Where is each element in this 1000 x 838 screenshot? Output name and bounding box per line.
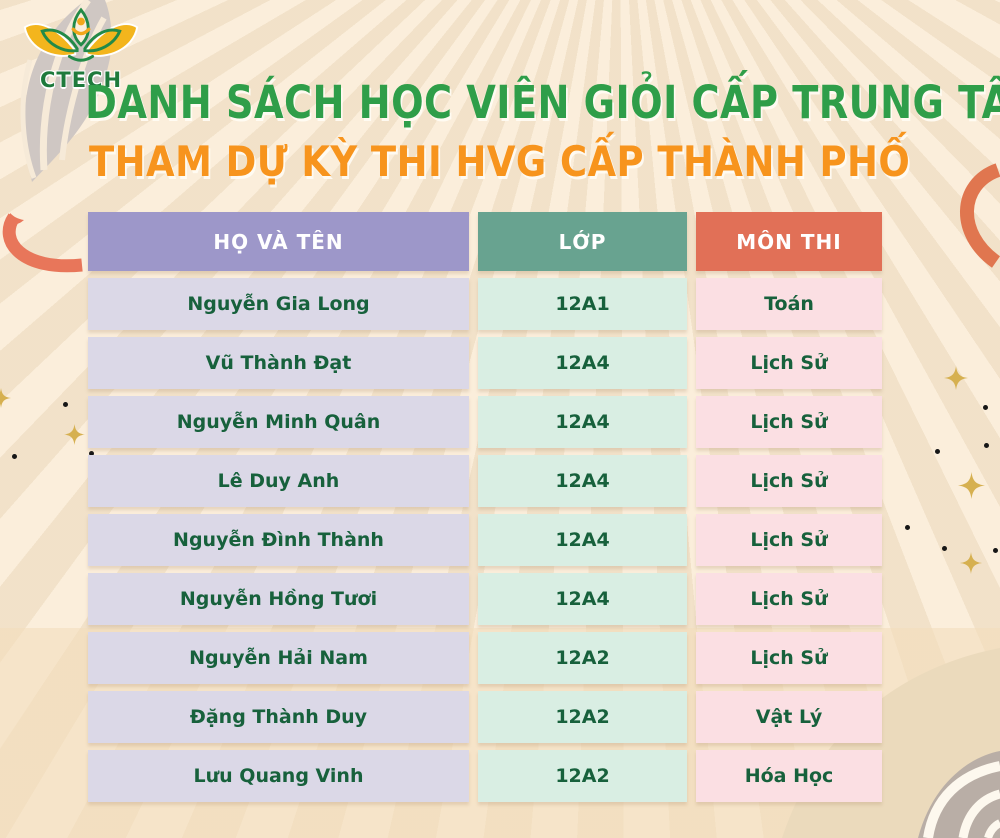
- student-name-cell: Nguyễn Hồng Tươi: [88, 573, 469, 625]
- lotus-icon: [23, 7, 139, 62]
- student-subject-cell: Lịch Sử: [696, 337, 882, 389]
- student-subject-cell: Lịch Sử: [696, 396, 882, 448]
- student-class-cell: 12A4: [478, 396, 687, 448]
- student-subject-cell: Lịch Sử: [696, 455, 882, 507]
- dot-decoration: [942, 546, 947, 551]
- sparkle-icon: [958, 472, 985, 499]
- student-class-cell: 12A1: [478, 278, 687, 330]
- ctech-logo: CTECH: [16, 6, 146, 92]
- student-class-cell: 12A2: [478, 691, 687, 743]
- page-title: DANH SÁCH HỌC VIÊN GIỎI CẤP TRUNG TÂM: [85, 76, 1000, 129]
- student-class-cell: 12A4: [478, 573, 687, 625]
- student-name-cell: Nguyễn Gia Long: [88, 278, 469, 330]
- student-subject-cell: Lịch Sử: [696, 632, 882, 684]
- poster-title-block: DANH SÁCH HỌC VIÊN GIỎI CẤP TRUNG TÂM TH…: [0, 76, 1000, 186]
- dot-decoration: [63, 402, 68, 407]
- student-subject-cell: Lịch Sử: [696, 573, 882, 625]
- student-class-cell: 12A4: [478, 514, 687, 566]
- student-subject-cell: Lịch Sử: [696, 514, 882, 566]
- student-name-cell: Nguyễn Đình Thành: [88, 514, 469, 566]
- sparkle-icon: [64, 424, 85, 445]
- student-name-cell: Lưu Quang Vinh: [88, 750, 469, 802]
- dot-decoration: [993, 548, 998, 553]
- student-subject-cell: Hóa Học: [696, 750, 882, 802]
- sparkle-icon: [944, 366, 968, 390]
- student-class-cell: 12A4: [478, 455, 687, 507]
- student-name-cell: Đặng Thành Duy: [88, 691, 469, 743]
- ribbon-curl-right-icon: [960, 163, 1000, 268]
- table-header-row: HỌ VÀ TÊN LỚP MÔN THI: [88, 212, 883, 271]
- student-class-cell: 12A4: [478, 337, 687, 389]
- student-name-cell: Lê Duy Anh: [88, 455, 469, 507]
- student-subject-cell: Toán: [696, 278, 882, 330]
- dot-decoration: [983, 405, 988, 410]
- students-table: HỌ VÀ TÊN LỚP MÔN THI Nguyễn Gia Long 12…: [88, 212, 883, 802]
- sparkle-icon: [0, 388, 11, 408]
- header-subject: MÔN THI: [696, 212, 882, 271]
- header-name: HỌ VÀ TÊN: [88, 212, 469, 271]
- student-name-cell: Vũ Thành Đạt: [88, 337, 469, 389]
- dot-decoration: [935, 449, 940, 454]
- logo-wordmark: CTECH: [39, 68, 123, 92]
- student-subject-cell: Vật Lý: [696, 691, 882, 743]
- dot-decoration: [905, 525, 910, 530]
- dot-decoration: [12, 454, 17, 459]
- dot-decoration: [89, 451, 94, 456]
- student-class-cell: 12A2: [478, 750, 687, 802]
- dot-decoration: [984, 443, 989, 448]
- page-subtitle: THAM DỰ KỲ THI HVG CẤP THÀNH PHỐ: [89, 137, 911, 186]
- sparkle-icon: [960, 552, 982, 574]
- student-name-cell: Nguyễn Hải Nam: [88, 632, 469, 684]
- header-class: LỚP: [478, 212, 687, 271]
- student-class-cell: 12A2: [478, 632, 687, 684]
- table-body: Nguyễn Gia Long 12A1 Toán Vũ Thành Đạt 1…: [88, 278, 883, 802]
- student-name-cell: Nguyễn Minh Quân: [88, 396, 469, 448]
- ribbon-curl-left-icon: [2, 213, 83, 273]
